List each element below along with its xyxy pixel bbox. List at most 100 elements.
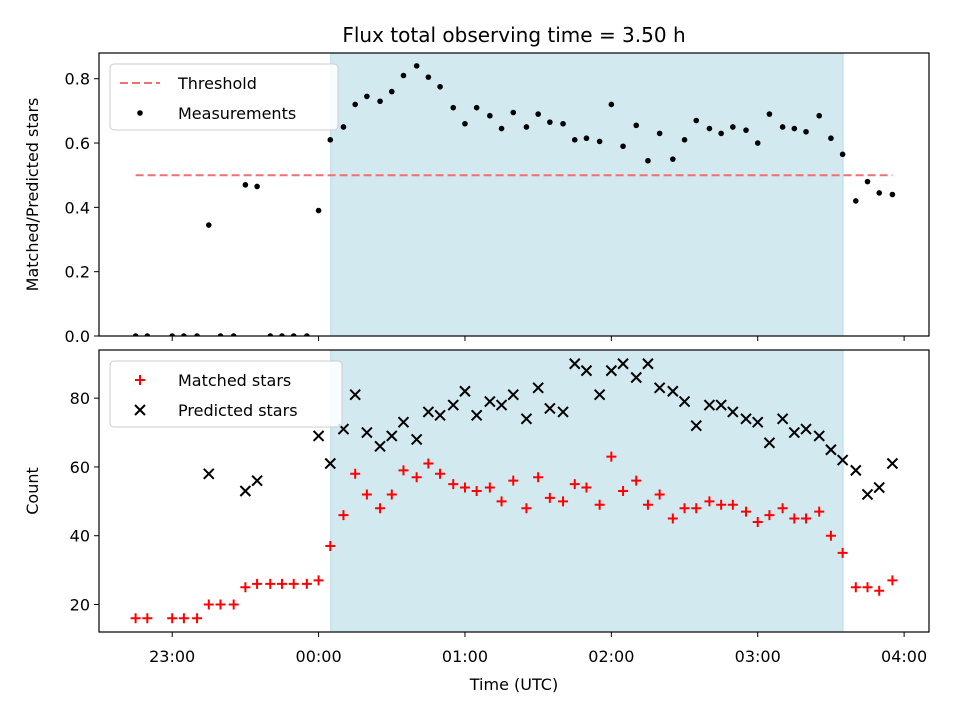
predicted-star-point xyxy=(605,364,618,377)
predicted-star-point xyxy=(740,413,752,425)
matched-star-point xyxy=(594,499,605,510)
matched-star-point xyxy=(448,479,459,490)
predicted-star-point xyxy=(825,444,837,456)
legend: Matched stars Predicted stars xyxy=(109,360,343,428)
predicted-star-point xyxy=(593,388,606,401)
matched-star-point xyxy=(265,578,276,589)
y-tick-label: 60 xyxy=(70,458,90,477)
matched-star-point xyxy=(508,475,519,486)
measurement-point xyxy=(864,178,871,185)
matched-star-point xyxy=(741,506,752,517)
measurement-point xyxy=(450,104,457,111)
predicted-star-point xyxy=(422,406,435,418)
measurement-point xyxy=(279,333,285,336)
measurement-point xyxy=(242,182,249,188)
measurement-point xyxy=(754,140,761,146)
matched-star-point xyxy=(727,499,738,510)
measurement-point xyxy=(681,137,688,143)
measurement-point xyxy=(670,156,676,162)
predicted-star-point xyxy=(886,457,899,470)
matched-star-point xyxy=(142,613,153,624)
matched-star-point xyxy=(471,486,482,496)
matched-star-point xyxy=(642,499,653,510)
axes-frame xyxy=(98,52,930,337)
measurement-point xyxy=(400,72,407,79)
matched-star-point xyxy=(178,613,189,624)
measurement-point xyxy=(816,112,823,119)
matched-star-point xyxy=(484,482,495,493)
y-tick-label: 0.4 xyxy=(65,198,90,217)
predicted-star-point xyxy=(507,388,519,401)
predicted-star-point xyxy=(495,399,508,411)
matched-star-point xyxy=(814,506,825,517)
measurement-point xyxy=(766,111,773,117)
y-axis-label: Matched/Predicted stars xyxy=(23,98,42,292)
series-matched-stars xyxy=(130,451,898,624)
matched-star-point xyxy=(581,482,592,493)
predicted-star-point xyxy=(470,409,483,422)
predicted-star-point xyxy=(715,399,727,411)
x-tick-label: 00:00 xyxy=(296,647,342,666)
measurement-point xyxy=(889,191,896,198)
measurement-point xyxy=(205,222,212,228)
predicted-star-point xyxy=(324,457,336,470)
measurement-point xyxy=(803,128,809,135)
predicted-star-point xyxy=(800,423,812,435)
legend-label: Matched stars xyxy=(178,371,291,390)
matched-star-point xyxy=(874,585,885,596)
predicted-star-point xyxy=(251,474,263,487)
measurement-point xyxy=(413,63,420,69)
predicted-star-point xyxy=(484,395,496,408)
matched-star-point xyxy=(789,513,800,524)
legend-label: Predicted stars xyxy=(178,401,298,420)
predicted-star-point xyxy=(203,468,215,480)
predicted-star-point xyxy=(349,388,361,401)
predicted-star-point xyxy=(850,464,862,477)
measurement-point xyxy=(839,151,846,158)
axes-frame xyxy=(98,349,930,633)
matched-star-point xyxy=(679,503,690,514)
matched-star-point xyxy=(215,599,226,610)
matched-star-point xyxy=(752,516,763,527)
matched-star-point xyxy=(288,578,299,589)
measurement-point xyxy=(498,125,505,132)
measurement-point xyxy=(217,333,224,336)
measurement-point xyxy=(462,120,468,127)
matched-star-point xyxy=(825,530,836,541)
measurement-point xyxy=(327,137,334,143)
legend-label: Measurements xyxy=(178,104,296,123)
measurement-point xyxy=(304,333,310,336)
matched-star-point xyxy=(850,582,861,593)
matched-star-point xyxy=(558,496,569,507)
matched-star-point xyxy=(691,503,702,514)
x-tick-label: 23:00 xyxy=(149,647,195,666)
matched-star-point xyxy=(496,496,507,507)
predicted-star-point xyxy=(788,426,801,439)
matched-star-point xyxy=(459,482,470,493)
predicted-star-point xyxy=(447,399,459,411)
matched-star-point xyxy=(618,486,629,496)
observing-window-shade xyxy=(330,52,844,337)
measurement-point xyxy=(510,109,517,116)
measurement-point xyxy=(364,93,370,100)
legend-x-swatch xyxy=(134,404,146,416)
matched-star-point xyxy=(375,503,386,514)
matched-star-point xyxy=(192,613,203,624)
matched-star-point xyxy=(862,582,873,593)
measurement-point xyxy=(377,98,383,105)
matched-star-point xyxy=(837,547,848,558)
measurement-point xyxy=(523,124,530,130)
x-tick-label: 01:00 xyxy=(442,647,488,666)
predicted-star-point xyxy=(520,413,533,425)
predicted-star-point xyxy=(532,382,544,394)
count-panel: 20 40 60 80 23:00 00:00 01:00 02:00 03:00 04:00 Co… xyxy=(23,349,930,666)
y-axis-label: Count xyxy=(23,467,42,515)
matched-star-point xyxy=(386,489,397,500)
measurement-point xyxy=(583,135,590,142)
matched-star-point xyxy=(276,578,287,589)
predicted-star-point xyxy=(836,454,849,466)
matched-star-point xyxy=(301,578,312,589)
measurement-point xyxy=(853,198,859,204)
legend-box xyxy=(109,360,343,428)
matched-star-point xyxy=(544,492,555,503)
